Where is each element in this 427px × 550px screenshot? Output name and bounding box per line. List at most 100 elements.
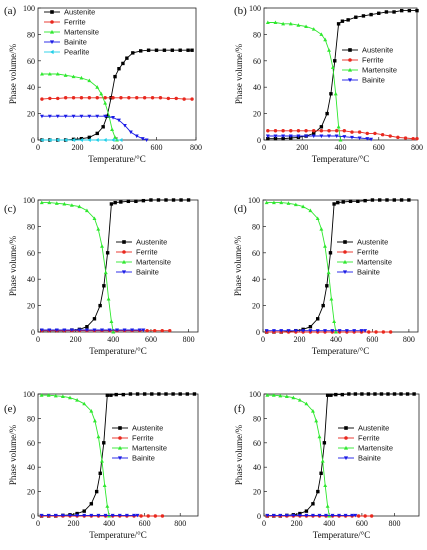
data-point-austenite [369,12,373,17]
data-point-martensite [332,319,337,323]
data-point-austenite [94,489,99,494]
legend-marker-martensite [117,445,123,450]
y-axis-title: Phase volume/% [234,43,244,104]
data-point-bainite [353,513,358,518]
data-point-ferrite [367,330,371,334]
x-tick-label: 800 [174,519,186,528]
legend-label-bainite: Bainite [357,268,380,277]
data-point-bainite [317,513,322,518]
series-martensite [39,71,119,142]
y-tick-label: 80 [27,414,35,423]
data-point-martensite [111,329,116,334]
data-point-bainite [337,513,342,518]
data-point-austenite [308,325,313,329]
data-point-bainite [77,328,82,333]
y-tick-label: 60 [27,57,35,66]
x-tick-label: 200 [72,143,84,152]
data-point-pearlite [95,138,99,142]
plot-frame [262,199,419,333]
y-tick-label: 0 [256,328,260,337]
series-bainite [264,329,368,333]
data-point-austenite [113,74,117,79]
data-point-austenite [378,198,382,202]
data-point-martensite [284,394,289,398]
panel-label: (c) [4,203,17,215]
series-bainite [265,134,374,142]
data-point-ferrite [95,96,99,100]
data-point-ferrite [146,514,150,518]
y-tick-label: 60 [27,249,35,258]
x-tick-label: 600 [151,143,163,152]
data-point-bainite [330,513,335,518]
data-point-bainite [47,328,52,333]
data-point-martensite [291,395,296,400]
y-tick-label: 80 [27,222,35,231]
series-austenite [266,8,419,141]
series-martensite [39,200,116,334]
legend-label-bainite: Bainite [362,76,385,85]
plot-frame [37,393,199,517]
data-point-bainite [319,134,324,139]
legend-label-ferrite: Ferrite [357,248,379,257]
data-point-martensite [314,418,319,423]
data-point-ferrite [388,330,393,334]
data-point-pearlite [118,138,123,142]
data-point-bainite [271,513,276,518]
data-point-austenite [156,198,161,202]
data-point-bainite [117,513,122,518]
data-point-austenite [386,392,390,396]
data-point-bainite [284,513,289,518]
x-tick-label: 400 [335,143,347,152]
x-tick-label: 400 [107,335,119,344]
x-tick-label: 600 [373,143,385,152]
data-point-martensite [47,200,52,205]
data-point-bainite [135,513,140,518]
data-point-pearlite [111,138,115,142]
data-point-austenite [102,441,106,445]
x-tick-label: 0 [36,335,40,344]
data-point-austenite [85,325,89,329]
data-point-bainite [54,328,59,333]
data-point-ferrite [158,96,163,100]
data-point-bainite [315,329,320,333]
data-point-martensite [113,135,117,139]
data-point-ferrite [111,96,115,100]
data-point-austenite [325,284,329,288]
data-point-ferrite [403,136,408,140]
data-point-martensite [265,20,270,25]
legend-label-pearlite: Pearlite [64,48,89,57]
data-point-austenite [186,198,191,202]
data-point-martensite [68,395,72,400]
y-axis-title: Phase volume/% [234,424,244,485]
y-tick-label: 40 [253,83,261,92]
data-point-austenite [190,48,194,52]
legend-marker-bainite [117,456,123,461]
data-point-bainite [291,513,296,518]
data-point-austenite [114,392,118,397]
data-point-martensite [39,393,44,397]
data-point-austenite [400,8,404,13]
data-point-austenite [298,511,302,516]
data-point-austenite [157,392,161,396]
data-point-bainite [95,114,100,119]
data-point-ferrite [342,129,347,133]
data-point-austenite [109,393,113,397]
data-point-bainite [365,137,370,141]
data-point-bainite [265,134,270,139]
data-point-austenite [334,392,338,397]
data-point-bainite [110,513,115,518]
series-bainite [265,513,358,518]
data-point-ferrite [327,129,331,133]
data-point-bainite [132,513,136,518]
x-tick-label: 200 [293,335,305,344]
data-point-ferrite [374,330,378,334]
data-point-bainite [103,513,108,518]
data-point-austenite [412,392,416,396]
x-tick-label: 0 [36,519,40,528]
data-point-austenite [105,393,110,397]
data-point-austenite [98,303,102,308]
data-point-austenite [186,48,190,52]
x-tick-label: 400 [111,143,123,152]
data-point-ferrite [119,96,123,100]
data-point-austenite [407,198,411,202]
